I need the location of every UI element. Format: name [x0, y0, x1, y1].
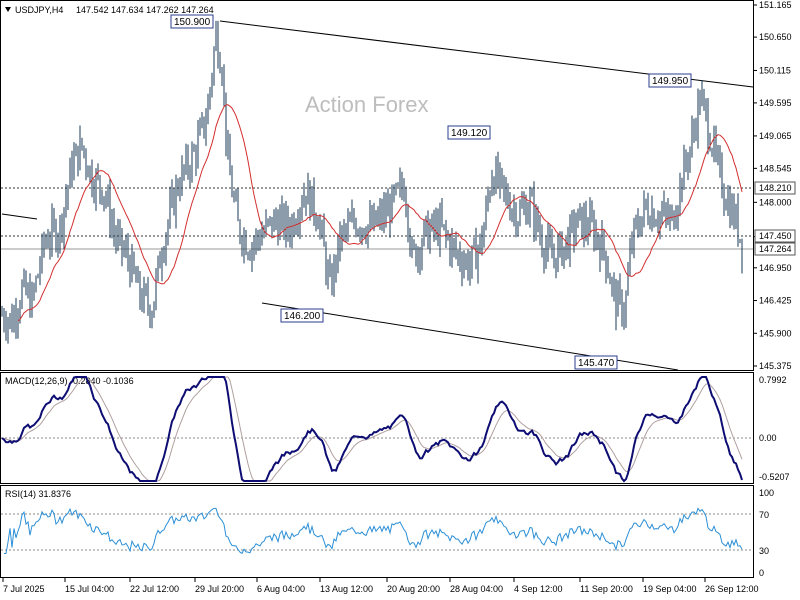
- time-tick-label: 29 Jul 20:00: [195, 584, 244, 594]
- price-label-high-3: 149.950: [648, 73, 692, 88]
- time-tick-label: 6 Aug 04:00: [257, 584, 305, 594]
- moving-average-line: [17, 104, 743, 322]
- svg-text:145.470: 145.470: [578, 358, 615, 369]
- candles: [1, 20, 743, 344]
- macd-signal-line: [1, 376, 743, 482]
- price-tick-label: 150.115: [759, 65, 791, 75]
- level-tag-147450: 147.450: [754, 229, 796, 243]
- header-symbol: USDJPY,H4: [15, 5, 63, 15]
- current-price-tag: 147.264: [754, 242, 796, 256]
- price-label-low-2: 145.470: [574, 355, 618, 370]
- rsi-tick-100: 100: [759, 488, 774, 498]
- macd-tick-bottom: -0.5207: [759, 472, 790, 482]
- price-tick-label: 148.545: [759, 163, 792, 173]
- time-tick-label: 13 Aug 12:00: [320, 584, 373, 594]
- svg-text:147.264: 147.264: [759, 244, 792, 254]
- level-tag-148210: 148.210: [754, 181, 796, 195]
- rsi-panel-frame: [0, 485, 754, 578]
- macd-tick-zero: 0.00: [759, 433, 777, 443]
- time-tick-label: 26 Sep 12:00: [705, 584, 759, 594]
- time-tick-label: 11 Sep 20:00: [580, 584, 633, 594]
- time-tick-label: 15 Jul 04:00: [65, 584, 114, 594]
- price-tick-label: 149.065: [759, 131, 792, 141]
- price-panel-frame: [0, 0, 754, 371]
- price-tick-label: 145.900: [759, 328, 792, 338]
- rsi-tick-30: 30: [759, 546, 769, 556]
- watermark: Action Forex: [305, 92, 429, 117]
- dropdown-triangle-icon[interactable]: [5, 7, 11, 12]
- macd-main-line: [1, 376, 743, 483]
- price-label-high-1: 150.900: [170, 14, 214, 29]
- left-line: [1, 213, 38, 220]
- time-tick-label: 22 Jul 12:00: [130, 584, 179, 594]
- macd-tick-top: 0.7992: [759, 375, 787, 385]
- svg-text:147.450: 147.450: [759, 231, 792, 241]
- svg-text:146.200: 146.200: [284, 311, 321, 322]
- price-tick-label: 150.650: [759, 32, 792, 42]
- time-axis: 7 Jul 2025 15 Jul 04:00 22 Jul 12:00 29 Jul…: [2, 578, 759, 594]
- svg-text:150.900: 150.900: [174, 17, 211, 28]
- price-tick-label: 145.375: [759, 361, 792, 371]
- price-label-high-2: 149.120: [447, 125, 491, 140]
- price-tick-label: 146.425: [759, 296, 792, 306]
- rsi-line: [4, 507, 743, 555]
- time-tick-label: 7 Jul 2025: [3, 584, 45, 594]
- svg-text:149.120: 149.120: [451, 128, 488, 139]
- time-tick-label: 19 Sep 04:00: [643, 584, 697, 594]
- price-tick-label: 149.595: [759, 98, 792, 108]
- price-tick-label: 151.165: [759, 0, 792, 10]
- time-tick-label: 4 Sep 12:00: [514, 584, 563, 594]
- svg-text:148.210: 148.210: [759, 183, 792, 193]
- time-tick-label: 28 Aug 04:00: [450, 584, 503, 594]
- rsi-tick-70: 70: [759, 510, 769, 520]
- time-tick-label: 20 Aug 20:00: [387, 584, 440, 594]
- macd-label: MACD(12,26,9) -0.2840 -0.1036: [5, 376, 134, 386]
- rsi-label: RSI(14) 31.8376: [5, 489, 71, 499]
- svg-text:149.950: 149.950: [652, 76, 689, 87]
- price-tick-label: 146.950: [759, 263, 792, 273]
- price-tick-label: 148.000: [759, 197, 792, 207]
- price-label-low-1: 146.200: [280, 308, 324, 323]
- macd-panel-frame: [0, 372, 754, 484]
- rsi-tick-0: 0: [759, 568, 764, 578]
- header-ohlc: 147.542 147.634 147.262 147.264: [76, 5, 214, 15]
